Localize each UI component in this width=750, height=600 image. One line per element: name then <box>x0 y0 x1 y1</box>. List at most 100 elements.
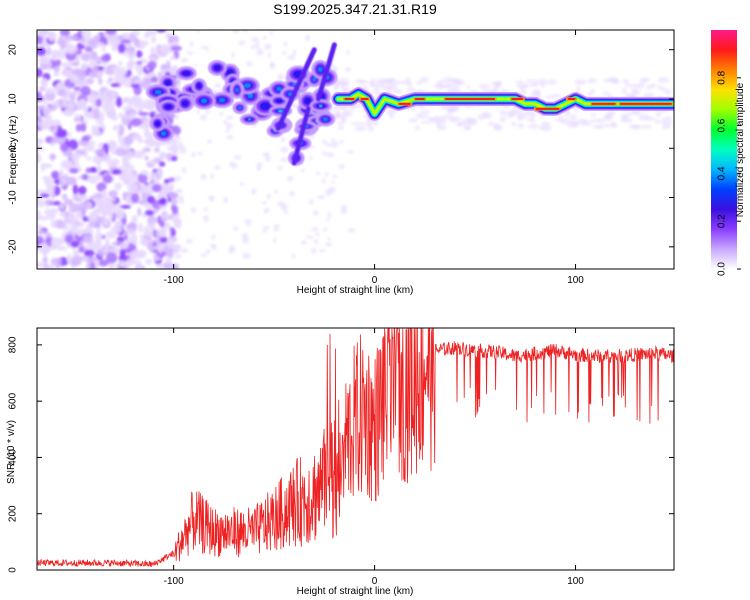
snr-ytick-label: 600 <box>8 392 19 409</box>
spectrogram-cell <box>336 121 346 125</box>
spectrogram-cell <box>248 118 251 120</box>
spectrogram-cell <box>123 135 134 146</box>
spectrogram-cell <box>102 174 113 184</box>
spectrogram-cell <box>96 182 107 192</box>
spectrogram-cell <box>168 177 176 183</box>
spectrogram-cell <box>94 148 106 155</box>
spectrogram-cell <box>64 234 73 244</box>
spectrogram-cell <box>50 138 58 144</box>
spectrogram-cell <box>347 228 356 233</box>
spectrogram-cell <box>102 151 109 162</box>
spectrogram-cell <box>238 106 242 110</box>
spectrogram-cell <box>132 176 137 185</box>
spectrogram-cell <box>104 196 112 204</box>
spectrogram-cell <box>37 94 45 103</box>
spectrogram-cell <box>59 30 71 37</box>
spectrogram-cell <box>590 113 597 117</box>
spectrogram-cell <box>96 202 105 208</box>
spectrogram-cell <box>354 125 367 132</box>
spectrogram-cell <box>262 225 270 230</box>
spectrogram-cell <box>269 30 274 35</box>
spectrogram-heatmap <box>37 30 674 269</box>
spectrogram-cell <box>655 111 661 118</box>
spectrogram-cell <box>100 95 107 101</box>
spectrogram-cell <box>226 115 234 120</box>
spectrogram-cell <box>118 112 124 119</box>
spectrogram-cell <box>103 217 109 226</box>
spectrogram-cell <box>278 110 283 112</box>
snr-ytick-label: 200 <box>8 505 19 522</box>
spectrogram-cell <box>122 77 132 88</box>
spectrogram-cell <box>488 121 496 127</box>
spectrogram-cell <box>273 224 281 229</box>
spectrogram-cell <box>264 155 271 162</box>
spectrogram-cell <box>233 225 239 232</box>
spectrogram-cell <box>37 110 41 117</box>
spectrogram-cell <box>40 55 50 65</box>
spectrogram-cell <box>115 148 126 157</box>
spectrogram-cell <box>359 122 366 126</box>
spectrogram-cell <box>558 113 563 121</box>
spectrogram-cell <box>340 207 347 215</box>
snr-ytick-label: 400 <box>8 449 19 466</box>
spectrogram-cell <box>287 54 295 61</box>
spectrogram-cell <box>244 83 251 88</box>
spectrogram-cell <box>517 122 524 129</box>
spectrogram-cell <box>137 207 142 217</box>
spectrogram-cell <box>281 50 287 55</box>
spectrogram-cell <box>664 89 672 96</box>
spectrogram-cell <box>163 261 174 269</box>
spectrogram-cell <box>37 195 42 204</box>
spectrogram-cell <box>354 78 364 83</box>
spectrogram-cell <box>407 83 412 87</box>
spectrogram-cell <box>147 215 157 226</box>
spectrogram-cell <box>331 138 335 142</box>
spectrogram-cell <box>108 140 117 148</box>
spectrogram-cell <box>118 60 123 67</box>
spectrogram-cell <box>144 209 155 216</box>
spectrogram-cell <box>131 232 137 243</box>
spectrogram-cell <box>452 80 462 87</box>
spectrogram-cell <box>66 132 72 138</box>
spectrogram-cell <box>499 109 508 117</box>
spectrogram-cell <box>97 259 109 267</box>
spectrogram-cell <box>493 86 499 90</box>
spectrogram-cell <box>199 114 208 121</box>
spectrogram-cell <box>161 184 170 193</box>
spectrogram-cell <box>87 38 99 49</box>
spectrogram-cell <box>250 45 254 50</box>
spectrogram-cell <box>99 111 105 122</box>
spectrogram-cell <box>339 82 348 87</box>
spectrogram-cell <box>242 252 251 260</box>
spectrogram-ridge <box>331 87 674 121</box>
spectrogram-cell <box>86 156 92 162</box>
spectrogram-cell <box>149 172 156 182</box>
spectrogram-cell <box>343 111 349 117</box>
spectrogram-cell <box>630 110 639 114</box>
spectrogram-cell <box>42 120 54 128</box>
spectrogram-cell <box>420 109 431 114</box>
spectrogram-cell <box>136 103 147 108</box>
spectrogram-cell <box>59 201 65 211</box>
spectrogram-cell <box>527 123 539 129</box>
spectrogram-cell <box>80 85 91 96</box>
spectrogram-cell <box>265 151 270 156</box>
spectrogram-cell <box>50 49 62 56</box>
spectrogram-cell <box>92 129 102 136</box>
spectrogram-cell <box>181 166 187 174</box>
spectrogram-cell <box>93 64 99 75</box>
spectrogram-cell <box>246 60 253 67</box>
spectrogram-cell <box>343 87 351 93</box>
spectrogram-cell <box>74 113 82 123</box>
spectrogram-cell <box>244 219 252 226</box>
spectrogram-cell <box>202 207 209 212</box>
spectrogram-cell <box>172 237 177 244</box>
spectrogram-cell <box>154 90 162 95</box>
spectrogram-cell <box>168 191 179 199</box>
spectrogram-cell <box>338 125 345 131</box>
snr-xlabel: Height of straight line (km) <box>297 586 414 597</box>
spectrogram-cell <box>526 117 535 122</box>
snr-ytick-label: 0 <box>8 567 19 573</box>
